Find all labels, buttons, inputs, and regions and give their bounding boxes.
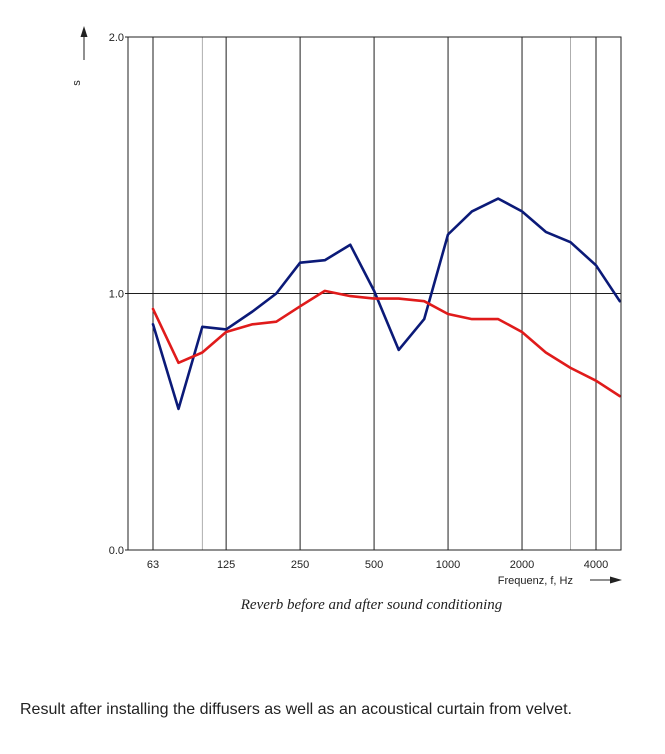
result-note: Result after installing the diffusers as… (20, 701, 572, 718)
x-tick-label: 1000 (436, 559, 460, 571)
series-line-2 (151, 289, 622, 398)
x-axis-label: Frequenz, f, Hz (498, 575, 573, 587)
chart-axes (80, 26, 622, 584)
y-tick-label: 2.0 (109, 32, 124, 44)
reverb-chart: 0.0 1.0 2.0 63 125 250 500 1000 2000 4000 Frequenz… (71, 26, 622, 587)
x-tick-label: 63 (147, 559, 159, 571)
chart-caption: Reverb before and after sound conditioni… (240, 597, 503, 613)
y-tick-label: 1.0 (109, 289, 124, 301)
y-axis-arrow-head (80, 26, 88, 37)
x-tick-label: 500 (365, 559, 383, 571)
x-tick-label: 250 (291, 559, 309, 571)
x-tick-label: 125 (217, 559, 235, 571)
chart-labels: 0.0 1.0 2.0 63 125 250 500 1000 2000 4000 Frequenz… (71, 32, 608, 587)
x-axis-arrow-head (610, 576, 622, 584)
x-tick-label: 2000 (510, 559, 534, 571)
y-tick-label: 0.0 (109, 545, 124, 557)
x-tick-label: 4000 (584, 559, 608, 571)
y-axis-label: s (71, 80, 83, 86)
chart-series (151, 197, 622, 411)
series-line-1 (151, 197, 622, 411)
